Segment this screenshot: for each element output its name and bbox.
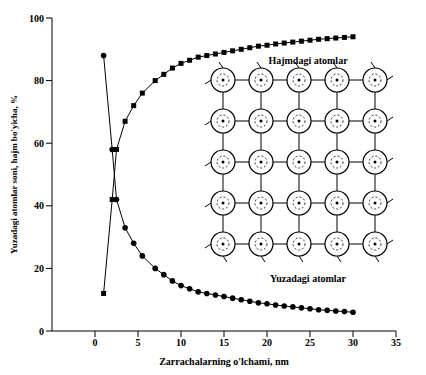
svg-text:Hajmdagi atomlar: Hajmdagi atomlar xyxy=(268,55,348,66)
svg-text:20: 20 xyxy=(34,263,44,274)
svg-text:10: 10 xyxy=(176,337,186,348)
svg-text:15: 15 xyxy=(219,337,229,348)
svg-text:0: 0 xyxy=(39,326,44,337)
svg-text:30: 30 xyxy=(348,337,358,348)
svg-text:35: 35 xyxy=(391,337,401,348)
svg-text:100: 100 xyxy=(29,13,44,24)
svg-text:Yuzadagi atomlar soni, hajm bo: Yuzadagi atomlar soni, hajm bo'yicha, % xyxy=(9,95,19,254)
svg-text:40: 40 xyxy=(34,200,44,211)
svg-text:80: 80 xyxy=(34,75,44,86)
svg-text:Yuzadagi atomlar: Yuzadagi atomlar xyxy=(270,273,347,284)
svg-text:0: 0 xyxy=(93,337,98,348)
svg-text:Zarrachalarning o'lchami, nm: Zarrachalarning o'lchami, nm xyxy=(159,356,289,367)
svg-text:60: 60 xyxy=(34,138,44,149)
svg-text:25: 25 xyxy=(305,337,315,348)
svg-text:20: 20 xyxy=(262,337,272,348)
svg-text:5: 5 xyxy=(136,337,141,348)
